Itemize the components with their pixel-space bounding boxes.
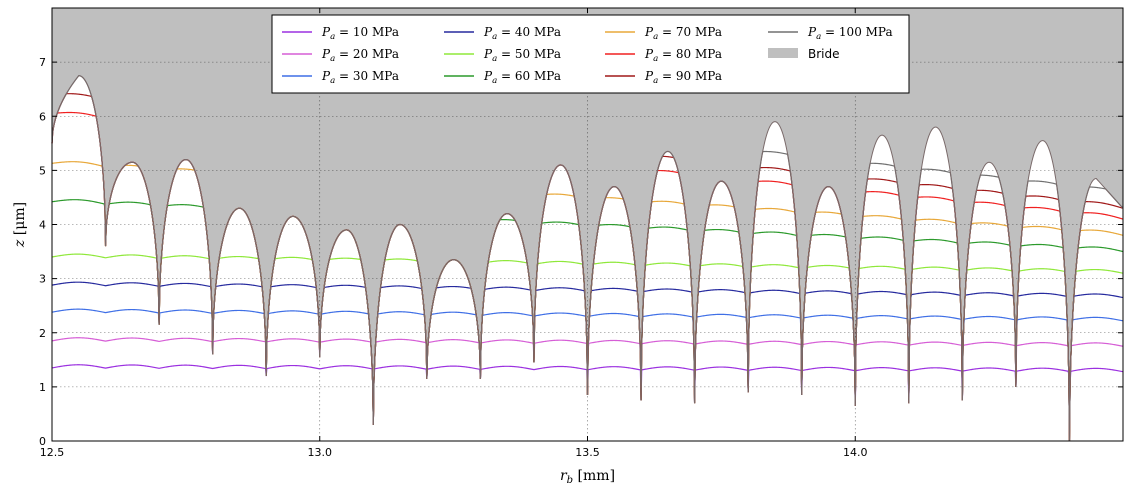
y-axis-label: z [μm] — [12, 202, 28, 248]
legend-label: Pa = 90 MPa — [644, 69, 722, 86]
legend-label: Pa = 70 MPa — [644, 25, 722, 42]
axis-ticks: 12.5 13.0 13.5 14.0 0 1 2 3 4 5 6 7 — [39, 8, 1123, 459]
legend-label: Pa = 60 MPa — [483, 69, 561, 86]
legend-swatch-bride — [768, 48, 798, 58]
y-tick-label: 3 — [39, 273, 46, 286]
y-tick-label: 5 — [39, 164, 46, 177]
y-tick-label: 4 — [39, 219, 46, 232]
legend-label: Pa = 30 MPa — [321, 69, 399, 86]
y-tick-label: 6 — [39, 110, 46, 123]
y-tick-label: 0 — [39, 435, 46, 448]
x-tick-label: 13.5 — [575, 446, 600, 459]
legend-label: Pa = 40 MPa — [483, 25, 561, 42]
x-tick-label: 12.5 — [40, 446, 65, 459]
y-tick-label: 2 — [39, 327, 46, 340]
surface-outline — [51, 75, 1124, 442]
series-layer — [51, 75, 1124, 442]
y-tick-label: 1 — [39, 381, 46, 394]
axis-labels: rb [mm] z [μm] — [12, 202, 615, 486]
surface-fill — [52, 75, 1123, 441]
x-tick-label: 13.0 — [308, 446, 333, 459]
legend: Pa = 10 MPa Pa = 20 MPa Pa = 30 MPa Pa = 40… — [271, 14, 910, 94]
legend-label: Pa = 100 MPa — [807, 25, 893, 42]
legend-label: Pa = 10 MPa — [321, 25, 399, 42]
legend-label: Bride — [808, 47, 840, 61]
legend-box — [271, 14, 910, 94]
legend-label: Pa = 20 MPa — [321, 47, 399, 64]
x-axis-label: rb [mm] — [560, 468, 615, 486]
x-tick-label: 14.0 — [843, 446, 868, 459]
legend-label: Pa = 80 MPa — [644, 47, 722, 64]
y-tick-label: 7 — [39, 56, 46, 69]
legend-label: Pa = 50 MPa — [483, 47, 561, 64]
